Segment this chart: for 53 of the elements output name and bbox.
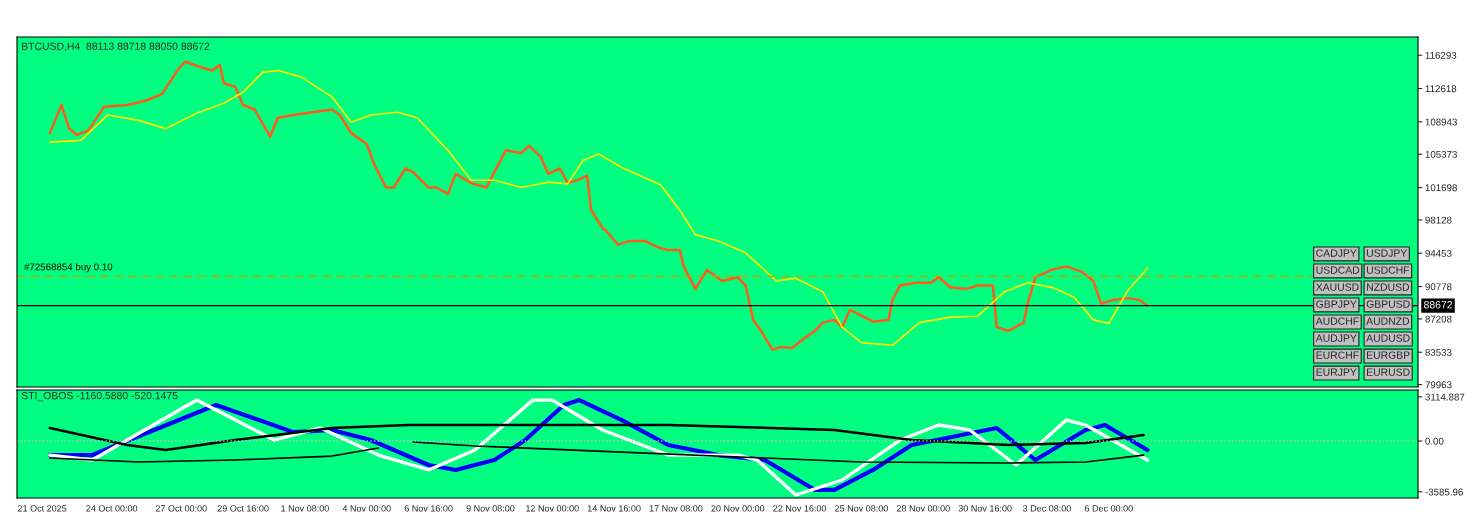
ref-line-label: 88672 (1424, 301, 1452, 309)
x-tick-label: 25 Nov 08:00 (835, 505, 888, 512)
annotation: EURCHF (1316, 351, 1359, 359)
y-tick-label: -3585.96 (1425, 488, 1463, 496)
annotation: GBPUSD (1366, 300, 1410, 308)
x-tick-label: 21 Oct 2025 (17, 505, 67, 512)
x-tick-label: 22 Nov 16:00 (773, 505, 827, 512)
annotation: EURJPY (1316, 368, 1357, 376)
y-tick-label: 108943 (1425, 118, 1457, 126)
x-tick-label: 9 Nov 08:00 (466, 505, 515, 512)
x-tick-label: 12 Nov 00:00 (526, 505, 579, 512)
annotation: XAUUSD (1315, 283, 1359, 291)
annotation: AUDCHF (1315, 317, 1359, 325)
annotation: AUDUSD (1366, 334, 1410, 342)
y-tick-label: 0.00 (1425, 437, 1444, 445)
x-tick-label: 1 Nov 08:00 (281, 505, 329, 512)
x-tick-label: 28 Nov 00:00 (896, 505, 950, 512)
x-tick-label: 24 Oct 00:00 (86, 505, 138, 512)
y-tick-label: 94453 (1425, 249, 1452, 257)
x-tick-label: 20 Nov 00:00 (711, 505, 765, 512)
annotation: AUDNZD (1366, 317, 1410, 325)
x-tick-label: 6 Dec 00:00 (1084, 505, 1133, 512)
y-tick-label: 116293 (1425, 51, 1457, 59)
annotation: USDJPY (1366, 249, 1408, 257)
annotation: USDCHF (1366, 266, 1410, 274)
y-tick-label: 112618 (1425, 85, 1457, 93)
y-tick-label: 3114.887 (1425, 393, 1465, 401)
annotation: EURGBP (1367, 351, 1410, 359)
x-tick-label: 17 Nov 08:00 (649, 505, 703, 512)
y-tick-label: 79963 (1425, 381, 1452, 389)
x-tick-label: 14 Nov 16:00 (587, 505, 641, 512)
chart-title: BTCUSD,H4 88113 88718 88050 88672 (22, 42, 210, 52)
y-tick-label: 87208 (1425, 315, 1452, 323)
x-tick-label: 27 Oct 00:00 (155, 505, 207, 512)
x-tick-label: 4 Nov 00:00 (342, 505, 391, 512)
annotation: CADJPY (1316, 249, 1357, 257)
y-tick-label: 90778 (1425, 283, 1452, 291)
y-tick-label: 83533 (1425, 348, 1452, 356)
chart-title: STI_OBOS -1160.5880 -520.1475 (21, 391, 178, 402)
x-tick-label: 3 Dec 08:00 (1022, 505, 1071, 512)
ref-line-label: #72568854 buy 0.10 (24, 263, 113, 273)
annotation: EURUSD (1367, 368, 1410, 376)
y-tick-label: 101698 (1425, 184, 1457, 192)
annotation: GBPJPY (1316, 300, 1357, 308)
x-tick-label: 30 Nov 16:00 (958, 505, 1012, 512)
annotation: AUDJPY (1315, 334, 1357, 342)
line-series (48, 423, 1145, 452)
y-tick-label: 105373 (1425, 150, 1457, 158)
x-tick-label: 6 Nov 16:00 (404, 505, 453, 512)
x-tick-label: 29 Oct 16:00 (217, 505, 269, 512)
annotation: USDCAD (1316, 266, 1360, 274)
y-tick-label: 98128 (1425, 216, 1452, 224)
annotation: NZDUSD (1367, 283, 1410, 291)
